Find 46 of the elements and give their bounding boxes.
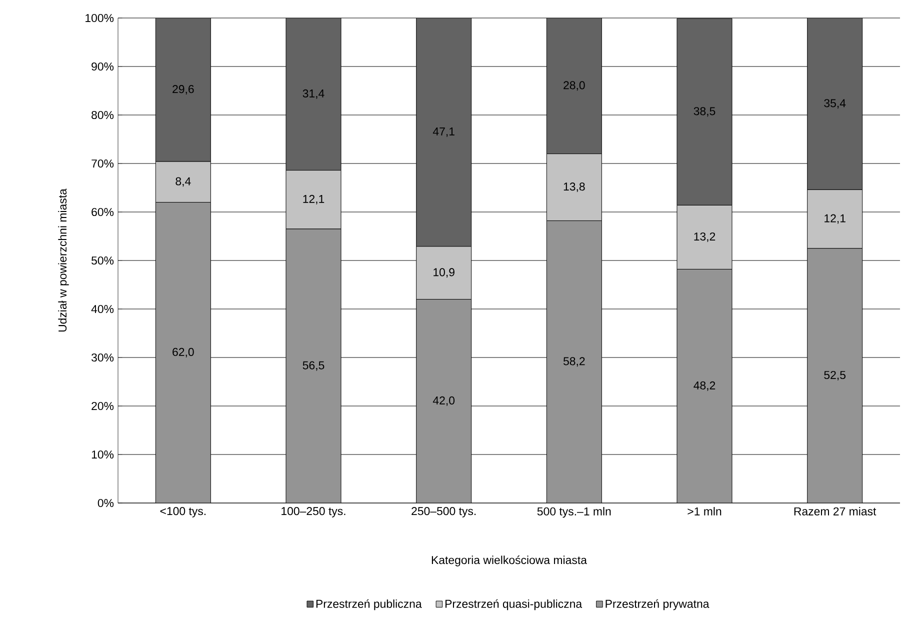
y-axis-title: Udział w powierzchni miasta — [58, 188, 69, 332]
legend-label: Przestrzeń quasi-publiczna — [445, 599, 582, 610]
y-tick-label: 20% — [92, 402, 114, 410]
y-tick-label: 70% — [92, 159, 114, 168]
data-label: 52,5 — [824, 370, 846, 380]
bar — [546, 220, 602, 503]
data-label: 38,5 — [694, 107, 716, 117]
y-tick-label: 40% — [91, 304, 114, 314]
data-label: 31,4 — [302, 89, 324, 99]
y-tick-label: 10% — [92, 450, 114, 459]
data-label: 13,8 — [564, 182, 585, 192]
data-label: 62,0 — [172, 348, 194, 358]
bar — [286, 228, 342, 503]
data-label: 35,4 — [824, 99, 846, 109]
bar — [416, 299, 472, 503]
x-tick-label: >1 mln — [688, 507, 722, 516]
data-label: 13,2 — [694, 232, 716, 242]
x-tick-label: <100 tys. — [160, 507, 206, 518]
bar — [807, 248, 863, 503]
data-label: 48,2 — [694, 381, 716, 391]
data-label: 10,9 — [434, 268, 454, 278]
y-tick-label: 60% — [92, 208, 114, 216]
x-tick-label: Razem 27 miast — [794, 507, 876, 516]
bar — [155, 202, 211, 503]
y-tick-label: 50% — [92, 256, 114, 265]
legend-label: Przestrzeń prywatna — [606, 599, 710, 610]
data-label: 42,0 — [432, 396, 455, 406]
y-tick-label: 80% — [92, 110, 114, 120]
x-axis-title: Kategoria wielkościowa miasta — [432, 556, 587, 566]
y-tick-label: 90% — [92, 62, 114, 71]
data-label: 12,1 — [303, 194, 324, 204]
x-tick-label: 100–250 tys. — [282, 507, 346, 518]
data-label: 56,5 — [302, 361, 324, 371]
x-tick-label: 500 tys.–1 mln — [537, 507, 611, 518]
data-label: 58,2 — [563, 357, 585, 367]
x-tick-label: 250–500 tys. — [412, 507, 476, 518]
y-tick-label: 100% — [86, 14, 114, 22]
data-label: 29,6 — [172, 85, 194, 95]
data-label: 8,4 — [176, 177, 191, 187]
data-label: 28,0 — [564, 81, 585, 91]
data-label: 12,1 — [824, 214, 846, 224]
bar — [676, 268, 732, 503]
legend-label: Przestrzeń publiczna — [316, 599, 422, 610]
data-label: 47,1 — [432, 128, 454, 137]
y-tick-label: 0% — [98, 498, 114, 508]
y-tick-label: 30% — [91, 353, 114, 362]
